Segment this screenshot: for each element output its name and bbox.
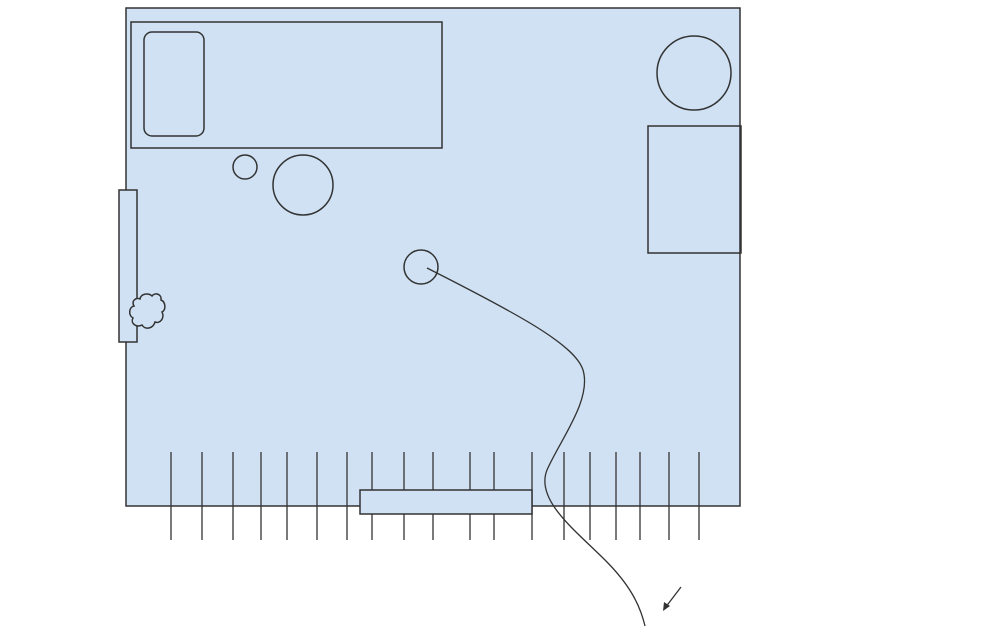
round-table xyxy=(272,154,334,216)
direction-arrow xyxy=(663,586,682,611)
radiator-bar xyxy=(359,489,533,515)
cabinet xyxy=(647,125,742,254)
large-round-object xyxy=(656,35,732,111)
bed xyxy=(130,21,443,149)
room-floor xyxy=(125,7,741,507)
potted-plant xyxy=(129,293,166,329)
small-round-object xyxy=(232,154,258,180)
pillow xyxy=(143,31,205,137)
ceiling-lamp xyxy=(403,249,439,285)
arrow-head xyxy=(663,602,670,611)
power-cord xyxy=(426,267,646,627)
